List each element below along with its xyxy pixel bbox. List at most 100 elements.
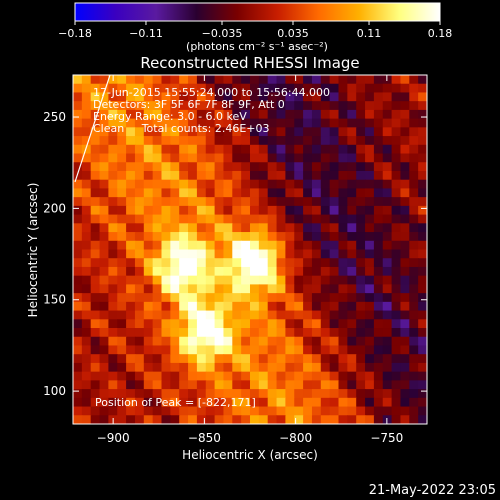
heatmap-cell (81, 389, 92, 399)
heatmap-cell (285, 92, 295, 102)
heatmap-cell (382, 170, 393, 181)
heatmap-cell (232, 354, 242, 364)
heatmap-cell (161, 362, 171, 373)
heatmap-cell (365, 136, 375, 146)
heatmap-cell (152, 83, 163, 94)
heatmap-cell (294, 284, 304, 294)
heatmap-cell (365, 75, 375, 85)
heatmap-cell (126, 153, 136, 163)
heatmap-cell (134, 109, 145, 120)
heatmap-cell (117, 162, 127, 172)
heatmap-cell (356, 170, 366, 181)
heatmap-cell (311, 179, 322, 190)
heatmap-cell (338, 144, 348, 155)
heatmap-cell (232, 170, 242, 181)
heatmap-cell (311, 101, 322, 111)
heatmap-cell (250, 310, 260, 320)
heatmap-cell (241, 118, 251, 128)
heatmap-cell (196, 179, 207, 190)
heatmap-cell (117, 284, 127, 294)
heatmap-cell (214, 162, 225, 172)
heatmap-cell (329, 319, 340, 329)
heatmap-cell (90, 92, 101, 102)
heatmap-cell (267, 415, 278, 424)
heatmap-cell (294, 266, 304, 277)
heatmap-cell (391, 406, 402, 416)
heatmap-cell (232, 92, 242, 102)
heatmap-cell (294, 188, 304, 198)
heatmap-cell (161, 127, 171, 137)
heatmap-cell (258, 328, 269, 338)
heatmap-cell (214, 92, 225, 102)
heatmap-cell (81, 345, 92, 355)
heatmap-cell (99, 362, 109, 373)
heatmap-cell (214, 371, 225, 381)
heatmap-cell (161, 240, 171, 251)
heatmap-cell (241, 345, 251, 355)
heatmap-cell (134, 258, 145, 268)
heatmap-cell (418, 362, 427, 373)
heatmap-cell (170, 310, 180, 320)
heatmap-cell (134, 101, 145, 111)
heatmap-cell (250, 83, 260, 94)
heatmap-cell (311, 214, 322, 224)
heatmap-cell (338, 109, 348, 120)
heatmap-cell (188, 266, 198, 277)
heatmap-cell (90, 127, 101, 137)
heatmap-cell (108, 92, 118, 102)
heatmap-cell (126, 223, 136, 233)
heatmap-cell (303, 310, 313, 320)
heatmap-cell (258, 249, 269, 259)
heatmap-cell (232, 258, 242, 268)
heatmap-cell (400, 144, 410, 155)
heatmap-cell (373, 284, 384, 294)
heatmap-cell (285, 197, 295, 207)
heatmap-cell (232, 109, 242, 120)
heatmap-cell (152, 301, 163, 312)
heatmap-cell (196, 83, 207, 94)
heatmap-cell (365, 345, 375, 355)
heatmap-cell (143, 319, 154, 329)
heatmap-cell (391, 336, 402, 347)
heatmap-cell (418, 101, 427, 111)
heatmap-cell (223, 284, 233, 294)
heatmap-cell (276, 380, 286, 390)
heatmap-cell (285, 293, 295, 303)
heatmap-cell (73, 240, 83, 251)
heatmap-cell (294, 258, 304, 268)
heatmap-cell (382, 240, 393, 251)
heatmap-cell (143, 284, 154, 294)
heatmap-cell (188, 345, 198, 355)
heatmap-cell (241, 380, 251, 390)
heatmap-cell (311, 389, 322, 399)
heatmap-cell (267, 354, 278, 364)
heatmap-cell (188, 162, 198, 172)
heatmap-cell (214, 127, 225, 137)
heatmap-cell (143, 188, 154, 198)
heatmap-cell (303, 153, 313, 163)
heatmap-cell (117, 118, 127, 128)
heatmap-cell (161, 406, 171, 416)
heatmap-cell (196, 319, 207, 329)
heatmap-cell (108, 179, 118, 190)
heatmap-cell (356, 118, 366, 128)
heatmap-cell (338, 389, 348, 399)
heatmap-cell (126, 162, 136, 172)
heatmap-cell (223, 197, 233, 207)
heatmap-cell (311, 197, 322, 207)
y-tick-label: 200 (43, 201, 66, 215)
heatmap-cell (382, 266, 393, 277)
heatmap-cell (373, 389, 384, 399)
heatmap-cell (418, 83, 427, 94)
heatmap-cell (267, 127, 278, 137)
heatmap-cell (81, 371, 92, 381)
heatmap-cell (161, 380, 171, 390)
heatmap-cell (320, 301, 331, 312)
heatmap-cell (152, 101, 163, 111)
heatmap-cell (205, 205, 216, 216)
heatmap-cell (179, 170, 189, 181)
heatmap-cell (391, 170, 402, 181)
heatmap-cell (73, 162, 83, 172)
heatmap-cell (99, 415, 109, 424)
